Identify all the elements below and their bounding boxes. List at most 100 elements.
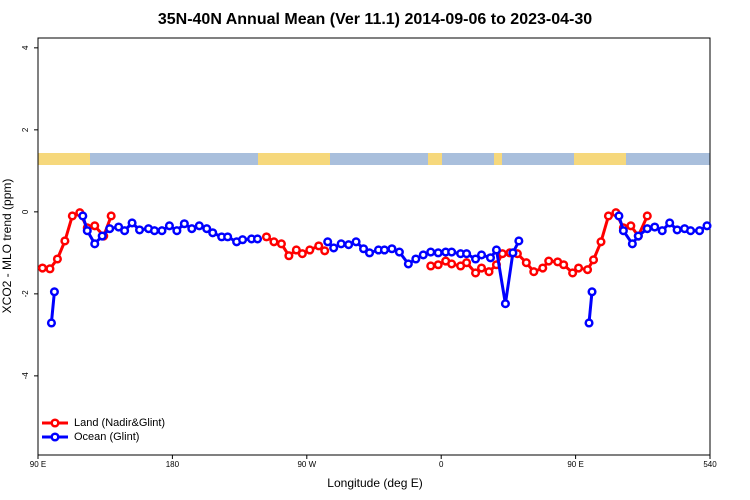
- data-point: [614, 211, 624, 221]
- x-tick-label: 90 E: [567, 460, 583, 469]
- data-point: [584, 318, 594, 328]
- data-point: [538, 263, 548, 273]
- data-point: [157, 226, 167, 236]
- data-point: [491, 245, 502, 255]
- data-point: [657, 226, 667, 236]
- data-point: [650, 222, 660, 232]
- data-point: [46, 318, 56, 328]
- x-tick-label: 90 W: [297, 460, 316, 469]
- legend-marker: [50, 418, 60, 428]
- chart-title: 35N-40N Annual Mean (Ver 11.1) 2014-09-0…: [158, 11, 592, 28]
- data-point: [82, 226, 92, 236]
- data-point: [470, 254, 481, 264]
- data-point: [603, 211, 614, 221]
- data-point: [485, 253, 496, 263]
- x-tick-label: 0: [439, 460, 444, 469]
- data-point: [45, 264, 55, 274]
- x-axis-label: Longitude (deg E): [327, 476, 422, 490]
- data-point: [194, 221, 204, 231]
- data-point: [329, 243, 339, 253]
- data-point: [172, 226, 182, 236]
- data-point: [633, 231, 643, 241]
- data-point: [470, 268, 481, 278]
- data-point: [568, 268, 578, 278]
- data-point: [179, 219, 189, 229]
- data-point: [447, 247, 457, 257]
- data-point: [106, 211, 116, 221]
- data-point: [323, 237, 333, 247]
- data-point: [626, 221, 636, 231]
- data-point: [269, 237, 279, 247]
- data-point: [202, 224, 212, 234]
- legend-label: Ocean (Glint): [74, 431, 139, 443]
- x-tick-label: 90 E: [30, 460, 46, 469]
- data-point: [60, 236, 70, 246]
- y-tick-label: -2: [21, 290, 30, 298]
- data-point: [521, 258, 531, 268]
- data-point: [529, 267, 539, 277]
- data-point: [462, 258, 472, 268]
- data-point: [500, 299, 510, 309]
- data-point: [208, 228, 218, 238]
- data-point: [261, 232, 272, 242]
- legend-marker: [50, 432, 60, 442]
- data-point: [433, 260, 443, 270]
- data-point: [276, 239, 286, 249]
- data-point: [49, 287, 59, 297]
- data-point: [394, 247, 404, 257]
- data-point: [665, 218, 675, 228]
- data-point: [618, 226, 628, 236]
- data-point: [582, 265, 593, 275]
- legend: Land (Nadir&Glint) Ocean (Glint): [42, 417, 165, 443]
- data-point: [588, 255, 599, 265]
- data-point: [514, 236, 524, 246]
- data-point: [252, 234, 263, 244]
- data-point: [114, 222, 124, 232]
- y-tick-label: 2: [21, 127, 30, 132]
- data-point: [544, 256, 554, 266]
- y-axis-label: XCO2 - MLO trend (ppm): [0, 179, 14, 314]
- data-point: [447, 259, 457, 269]
- data-point: [627, 239, 637, 249]
- data-point: [484, 267, 494, 277]
- data-point: [97, 231, 107, 241]
- land-ocean-strip: [38, 153, 710, 165]
- data-point: [403, 259, 413, 269]
- data-point: [320, 246, 330, 256]
- data-point: [297, 249, 307, 259]
- data-point: [462, 249, 472, 259]
- data-point: [164, 221, 174, 231]
- data-point: [508, 248, 518, 258]
- x-tick-label: 180: [166, 460, 180, 469]
- data-point: [694, 226, 705, 236]
- y-tick-label: 0: [21, 209, 30, 214]
- data-point: [105, 224, 115, 234]
- data-point: [120, 226, 130, 236]
- data-point: [476, 250, 487, 260]
- data-point: [418, 250, 428, 260]
- data-point: [351, 237, 361, 247]
- data-point: [426, 261, 436, 271]
- data-point: [78, 211, 88, 221]
- data-point: [344, 240, 354, 250]
- data-point: [291, 245, 301, 255]
- data-point: [149, 226, 160, 236]
- data-point: [574, 263, 584, 273]
- data-point: [433, 248, 443, 258]
- data-point: [67, 211, 77, 221]
- data-point: [223, 232, 233, 242]
- data-point: [284, 251, 294, 261]
- data-point: [90, 221, 100, 231]
- x-tick-label: 540: [703, 460, 717, 469]
- data-point: [37, 263, 48, 273]
- data-point: [426, 247, 436, 257]
- data-point: [686, 226, 696, 236]
- data-point: [476, 263, 487, 273]
- data-point: [305, 245, 315, 255]
- data-point: [559, 260, 569, 270]
- data-point: [411, 254, 421, 264]
- data-point: [314, 241, 324, 251]
- data-point: [642, 211, 652, 221]
- data-point: [702, 221, 712, 231]
